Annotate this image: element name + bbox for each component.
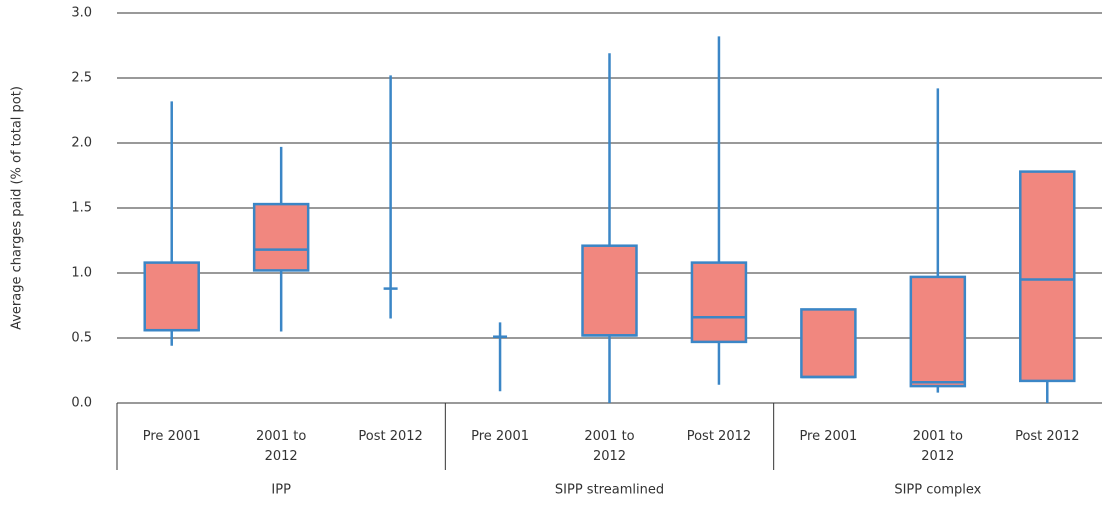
box: [690, 261, 748, 344]
x-tick-label: Pre 2001: [799, 429, 857, 444]
group-label: SIPP complex: [894, 483, 981, 498]
box: [252, 202, 310, 272]
box: [909, 275, 967, 388]
box: [1019, 170, 1076, 383]
x-tick-label: Post 2012: [1015, 429, 1079, 444]
y-axis-label: Average charges paid (% of total pot): [10, 86, 25, 330]
y-tick-label: 0.0: [71, 396, 92, 411]
label-line: 2012: [265, 449, 298, 464]
label-line: 2001 to: [584, 429, 634, 444]
x-tick-label: Post 2012: [358, 429, 422, 444]
label-line: Post 2012: [687, 429, 751, 444]
label-line: 2001 to: [256, 429, 306, 444]
y-tick-label: 3.0: [71, 6, 92, 21]
x-tick-label: 2001 to 2012: [584, 429, 634, 464]
label-line: Pre 2001: [471, 429, 529, 444]
label-line: Post 2012: [1015, 429, 1079, 444]
box: [143, 261, 200, 332]
y-tick-label: 2.0: [71, 136, 92, 151]
x-tick-label: 2001 to 2012: [256, 429, 306, 464]
label-line: 2001 to: [913, 429, 963, 444]
box: [581, 244, 638, 337]
x-tick-label: 2001 to 2012: [913, 429, 963, 464]
y-tick-label: 0.5: [71, 331, 92, 346]
y-tick-label: 1.0: [71, 266, 92, 281]
label-line: Pre 2001: [143, 429, 201, 444]
y-tick-label: 1.5: [71, 201, 92, 216]
group-label: SIPP streamlined: [555, 483, 664, 498]
label-line: 2012: [921, 449, 954, 464]
x-tick-label: Post 2012: [687, 429, 751, 444]
x-tick-label: Pre 2001: [471, 429, 529, 444]
label-line: 2012: [593, 449, 626, 464]
y-tick-label: 2.5: [71, 71, 92, 86]
x-tick-label: Pre 2001: [143, 429, 201, 444]
label-line: Pre 2001: [799, 429, 857, 444]
label-line: Post 2012: [358, 429, 422, 444]
group-label: IPP: [271, 483, 291, 498]
box: [800, 308, 857, 379]
